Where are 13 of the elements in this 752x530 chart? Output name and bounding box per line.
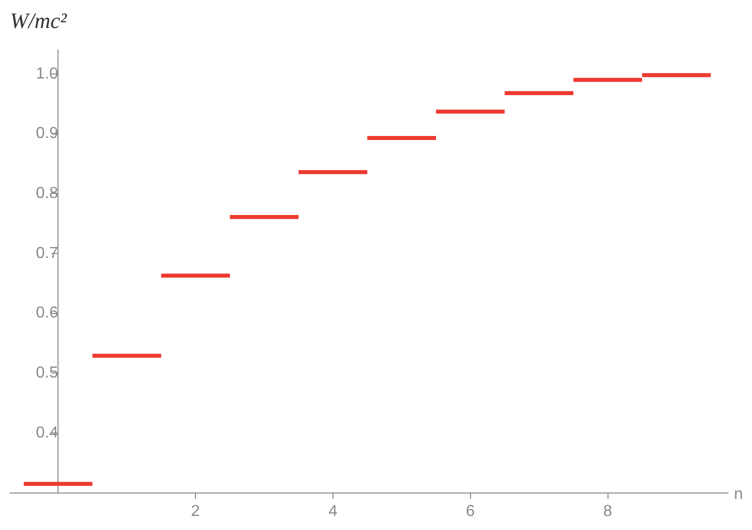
y-tick-label: 0.7 — [36, 244, 58, 262]
y-tick-label: 1.0 — [36, 65, 58, 82]
y-axis-title: W/mc² — [10, 8, 68, 33]
x-axis-title: n — [734, 486, 743, 504]
x-tick-label: 8 — [603, 502, 612, 520]
x-tick-label: 2 — [191, 502, 200, 520]
x-tick-label: 4 — [328, 502, 338, 520]
y-tick-label: 0.4 — [36, 424, 58, 442]
x-tick-label: 6 — [466, 502, 475, 520]
y-tick-label: 0.6 — [36, 304, 58, 322]
y-tick-label: 0.5 — [36, 364, 58, 382]
y-tick-label: 0.9 — [36, 125, 58, 142]
y-tick-label: 0.8 — [36, 185, 58, 202]
